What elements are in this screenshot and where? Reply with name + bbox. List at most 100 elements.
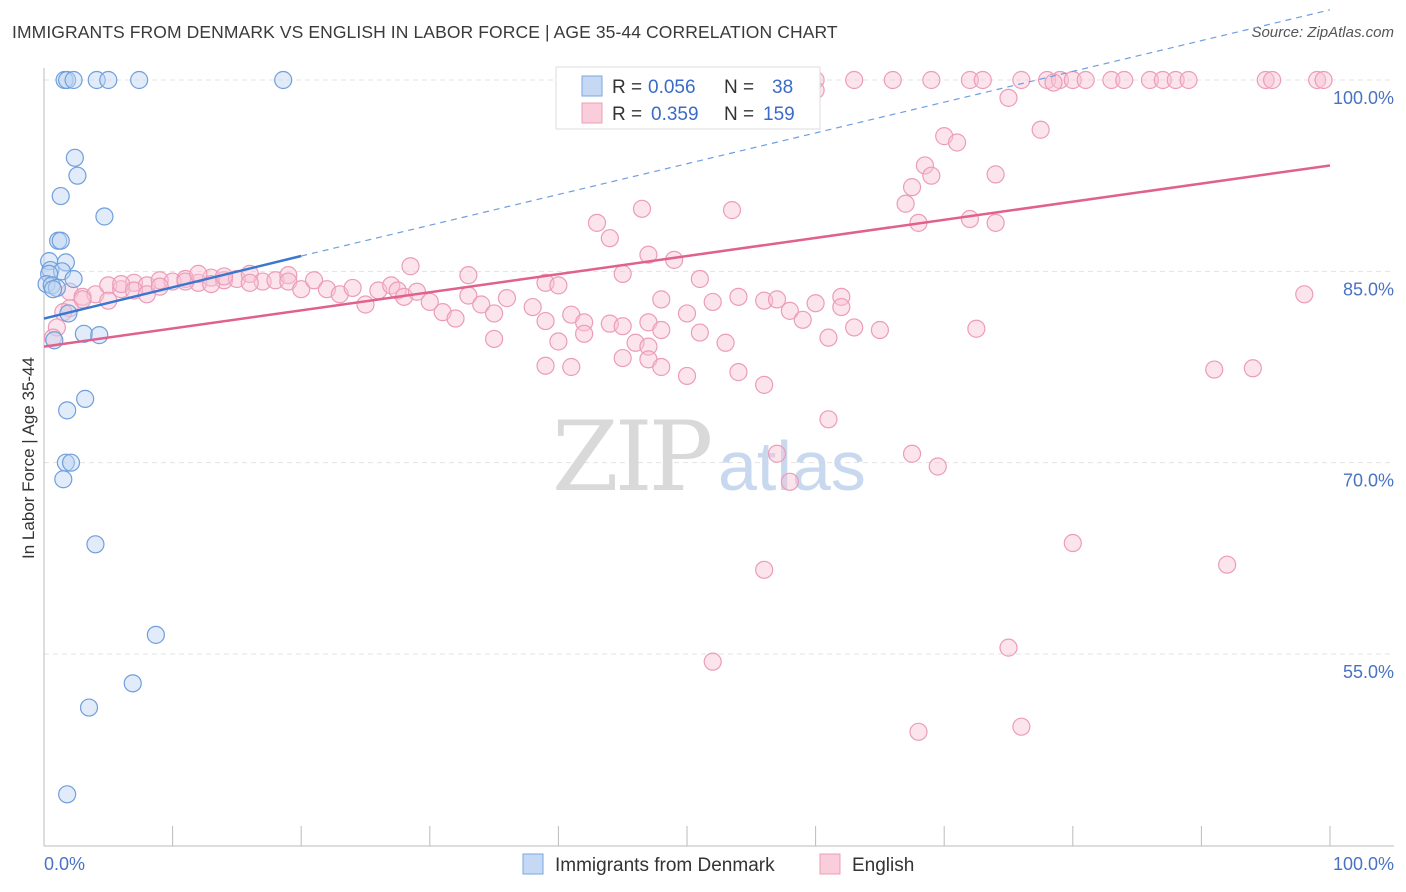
legend-n-label-blue: N = (724, 77, 754, 98)
english-point-96 (472, 295, 491, 314)
english-point-5 (883, 70, 902, 90)
english-point-132 (562, 357, 581, 377)
english-point-105 (613, 317, 632, 336)
english-point-27 (1031, 120, 1050, 139)
english-point-117 (819, 328, 838, 347)
denmark-point-7 (65, 148, 84, 167)
english-point-41 (600, 229, 619, 248)
english-point-9 (1012, 70, 1031, 90)
english-point-74 (189, 264, 208, 283)
english-point-85 (343, 278, 362, 298)
denmark-point-35 (79, 698, 99, 717)
english-point-47 (690, 269, 709, 289)
english-point-22 (1308, 70, 1327, 90)
english-point-68 (279, 266, 298, 285)
english-point-133 (613, 348, 632, 368)
english-point-25 (999, 88, 1018, 107)
english-point-45 (459, 266, 478, 285)
english-point-149 (999, 638, 1018, 657)
x-axis-ticks (43, 826, 1331, 846)
denmark-point-4 (99, 70, 118, 90)
english-point-50 (832, 287, 851, 306)
english-point-136 (677, 366, 697, 386)
english-point-147 (1063, 533, 1082, 553)
english-point-21 (1263, 70, 1282, 90)
series-legend-swatch-denmark (522, 853, 544, 875)
english-point-42 (639, 245, 658, 264)
english-point-17 (1153, 70, 1172, 90)
english-point-130 (485, 329, 504, 349)
english-point-13 (1076, 70, 1095, 90)
y-tick-label-85: 85.0% (1343, 279, 1394, 299)
denmark-trend-extension (301, 9, 1331, 257)
denmark-point-27 (76, 389, 95, 408)
english-point-118 (845, 318, 864, 337)
english-point-109 (703, 292, 722, 312)
english-point-151 (909, 722, 928, 741)
english-point-86 (356, 295, 375, 314)
english-point-20 (1256, 70, 1275, 90)
english-point-6 (922, 70, 941, 90)
series-legend-swatch-english (819, 853, 841, 875)
series-legend-label-denmark: Immigrants from Denmark (555, 855, 775, 876)
watermark-zip: ZIP (552, 401, 711, 513)
english-point-115 (767, 290, 787, 309)
english-point-101 (549, 332, 568, 351)
english-point-126 (575, 324, 594, 343)
english-point-34 (896, 194, 915, 213)
english-point-108 (677, 304, 697, 323)
watermark-atlas: atlas (718, 427, 866, 505)
denmark-point-22 (43, 280, 63, 299)
legend-r-value-blue: 0.056 (648, 77, 696, 98)
english-point-112 (780, 301, 799, 320)
denmark-point-10 (95, 207, 114, 226)
english-point-110 (729, 287, 748, 306)
source-label: Source: ZipAtlas.com (1251, 24, 1394, 41)
english-point-145 (1243, 359, 1262, 378)
english-point-119 (870, 320, 890, 340)
denmark-point-33 (146, 625, 165, 644)
legend-n-value-pink: 159 (763, 104, 795, 125)
english-point-81 (292, 280, 311, 299)
english-point-14 (1102, 70, 1121, 90)
english-point-29 (947, 133, 967, 152)
english-point-19 (1179, 70, 1198, 90)
denmark-point-25 (90, 326, 109, 345)
y-tick-label-55: 55.0% (1343, 662, 1394, 682)
denmark-point-2 (64, 70, 83, 90)
legend-swatch-blue (581, 75, 603, 97)
english-point-148 (755, 560, 774, 579)
english-point-40 (587, 213, 607, 232)
denmark-points (37, 70, 293, 804)
denmark-trend-line (43, 254, 302, 320)
english-point-144 (1205, 360, 1224, 379)
english-point-77 (240, 273, 259, 292)
english-point-58 (150, 271, 169, 290)
chart-title: IMMIGRANTS FROM DENMARK VS ENGLISH IN LA… (12, 22, 838, 42)
english-point-82 (304, 271, 324, 290)
english-point-46 (613, 264, 632, 283)
y-axis-title: In Labor Force | Age 35-44 (19, 357, 38, 559)
english-point-4 (845, 70, 864, 90)
legend-n-value-blue: 38 (772, 77, 793, 98)
denmark-point-14 (56, 253, 75, 272)
denmark-point-12 (51, 231, 70, 250)
english-point-139 (767, 444, 787, 463)
english-point-142 (928, 457, 947, 476)
denmark-point-28 (58, 401, 77, 420)
legend-r-value-pink: 0.359 (651, 104, 699, 125)
english-point-128 (716, 333, 735, 352)
english-point-23 (1314, 70, 1333, 90)
english-point-18 (1166, 70, 1185, 90)
legend-r-label-blue: R = (612, 77, 642, 98)
english-point-116 (793, 310, 812, 329)
denmark-point-9 (51, 186, 70, 206)
english-point-113 (806, 294, 825, 313)
english-point-99 (523, 297, 542, 317)
english-point-152 (1012, 717, 1031, 736)
english-point-16 (1140, 70, 1160, 90)
denmark-point-32 (86, 535, 105, 554)
english-point-131 (536, 356, 555, 375)
series-legend-label-english: English (852, 855, 914, 876)
english-point-153 (1295, 285, 1314, 304)
